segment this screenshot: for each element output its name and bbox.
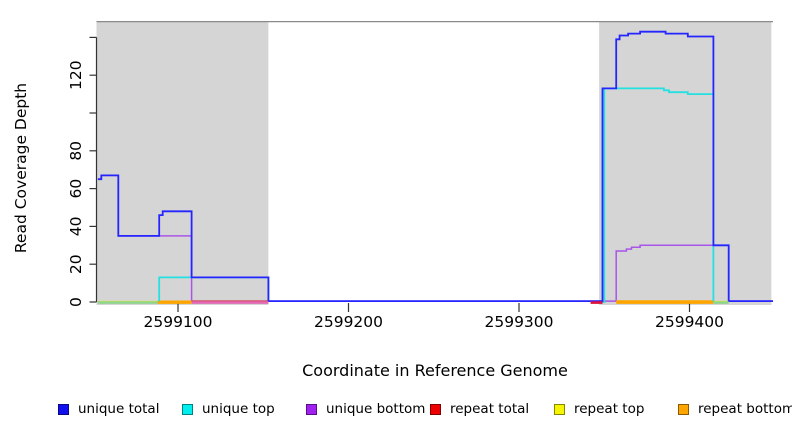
legend-label: unique bottom — [326, 401, 426, 417]
legend-item-unique_top: unique top — [182, 398, 275, 420]
repeat-region — [96, 21, 269, 306]
legend: unique total unique top unique bottom repea… — [0, 398, 792, 424]
y-tick-label: 0 — [67, 297, 85, 307]
repeat-region — [599, 21, 772, 306]
x-tick-label: 2599300 — [484, 313, 553, 331]
legend-label: repeat top — [574, 401, 645, 417]
y-tick-label: 60 — [67, 179, 85, 199]
y-axis-title: Read Coverage Depth — [12, 82, 30, 254]
legend-swatch-unique_bottom — [306, 403, 317, 415]
x-tick-label: 2599100 — [143, 313, 212, 331]
x-tick-label: 2599400 — [655, 313, 724, 331]
legend-label: repeat bottom — [698, 401, 792, 417]
legend-swatch-repeat_total — [430, 403, 441, 415]
y-tick-label: 120 — [67, 60, 85, 90]
x-tick-label: 2599200 — [314, 313, 383, 331]
y-tick-label: 20 — [67, 254, 85, 274]
legend-swatch-repeat_bottom — [678, 403, 689, 415]
legend-swatch-repeat_top — [554, 403, 565, 415]
legend-label: unique total — [78, 401, 160, 417]
legend-swatch-unique_total — [58, 403, 69, 415]
legend-item-unique_total: unique total — [58, 398, 159, 420]
y-tick-label: 80 — [67, 141, 85, 161]
legend-item-unique_bottom: unique bottom — [306, 398, 425, 420]
legend-item-repeat_bottom: repeat bottom — [678, 398, 792, 420]
coverage-plot: 0 20 40 60 80 120 2599100 2599200 2599300 2599400 — [67, 20, 773, 331]
legend-item-repeat_total: repeat total — [430, 398, 529, 420]
legend-swatch-unique_top — [182, 403, 193, 415]
legend-item-repeat_top: repeat top — [554, 398, 644, 420]
series-unique_total — [97, 30, 773, 302]
legend-label: unique top — [202, 401, 275, 417]
x-axis-title: Coordinate in Reference Genome — [302, 361, 568, 380]
y-tick-label: 40 — [67, 217, 85, 237]
series-unique_top — [602, 87, 715, 303]
legend-label: repeat total — [450, 401, 530, 417]
